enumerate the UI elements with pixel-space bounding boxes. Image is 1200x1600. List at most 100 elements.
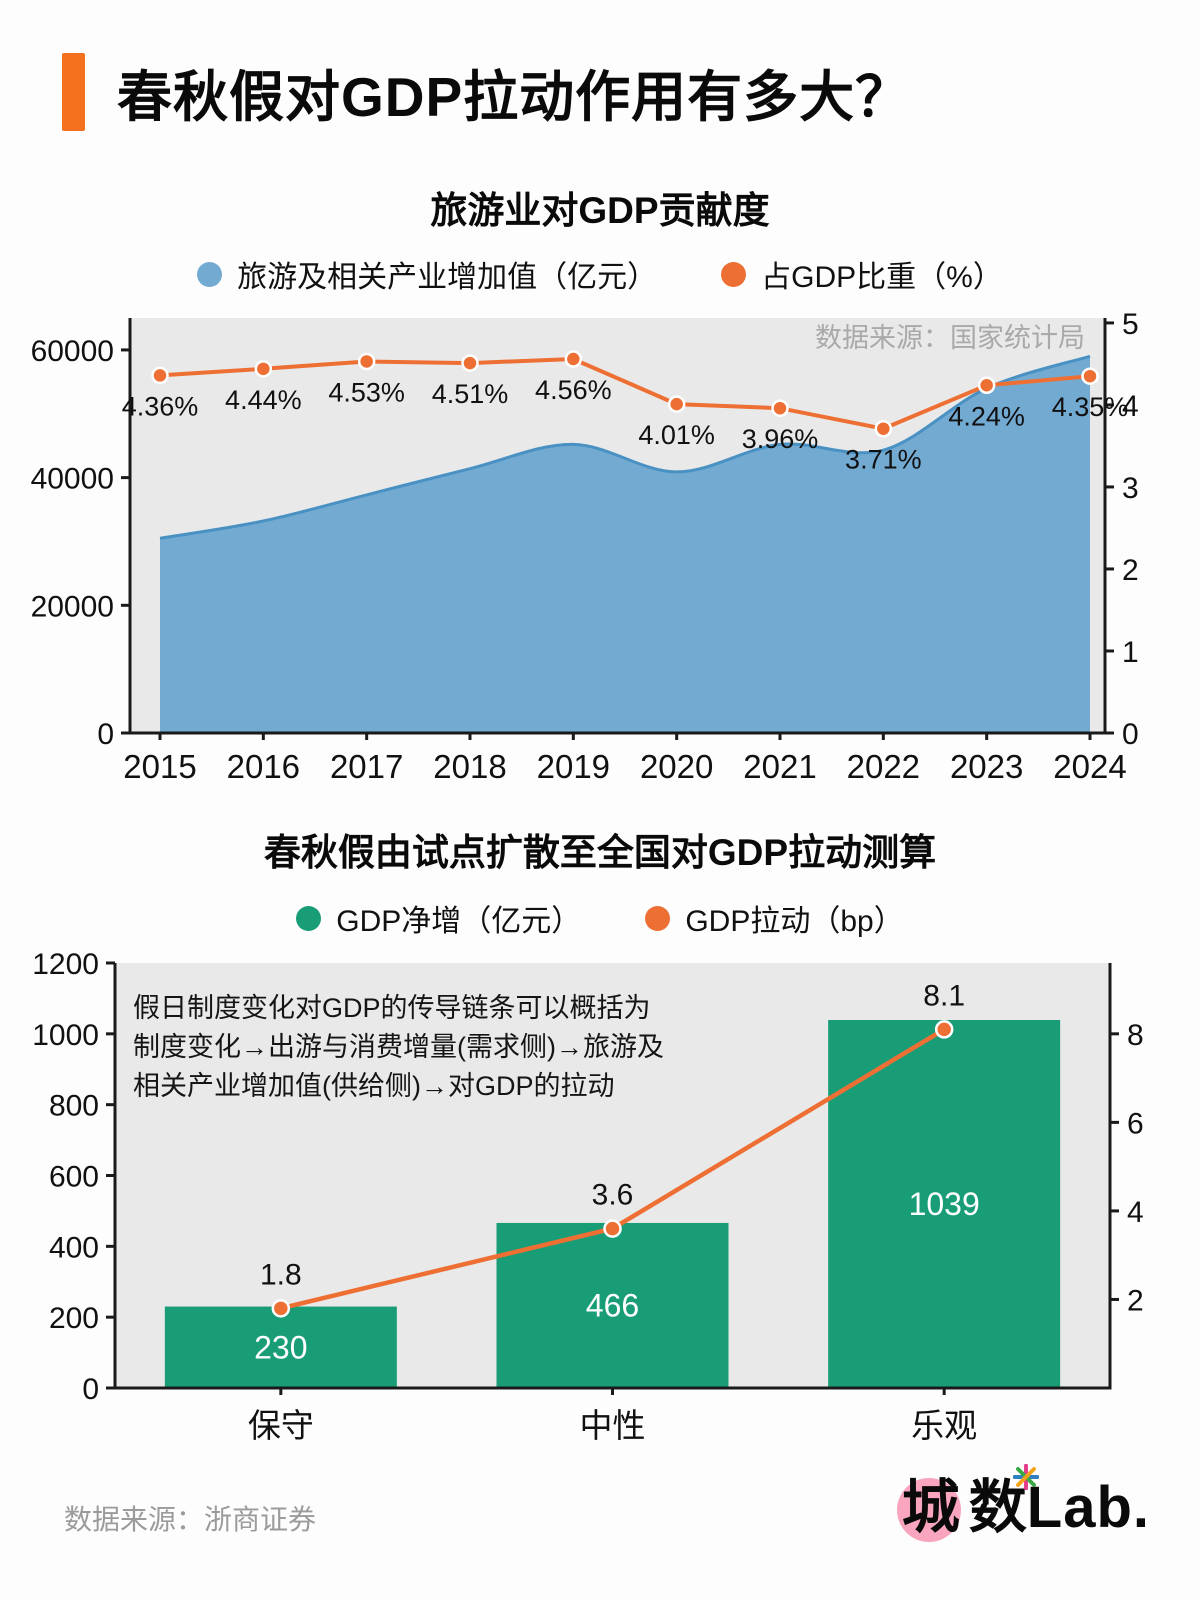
gdp-share-point (151, 366, 169, 385)
annotation-line: 相关产业增加值(供给侧)→对GDP的拉动 (133, 1071, 615, 1101)
left-tick-label: 20000 (31, 590, 114, 623)
title-accent-bar (62, 53, 85, 131)
legend-dot-orange2-icon (645, 905, 671, 931)
gdp-share-point (977, 376, 996, 395)
x-axis-label: 2016 (227, 748, 300, 785)
gdp-share-point-label: 3.71% (845, 445, 922, 475)
chart2-canvas: 假日制度变化对GDP的传导链条可以概括为制度变化→出游与消费增量(需求侧)→旅游… (32, 948, 1144, 1444)
legend-item-gdp-pull: GDP拉动（bp） (645, 896, 904, 940)
x-axis-label: 2015 (123, 748, 196, 785)
gdp-share-point (357, 352, 376, 371)
logo-char-2: 数 (969, 1464, 1039, 1544)
chart1-axes (128, 318, 1107, 735)
chart2-title: 春秋假由试点扩散至全国对GDP拉动测算 (263, 832, 937, 873)
annotation-line: 假日制度变化对GDP的传导链条可以概括为 (133, 993, 651, 1023)
chart1-source-note: 数据来源：国家统计局 (815, 323, 1085, 353)
gdp-net-bar (164, 1306, 397, 1388)
gdp-pull-point-label: 3.6 (592, 1179, 634, 1212)
right-tick-label: 1 (1122, 636, 1139, 669)
gdp-share-point-label: 4.51% (432, 379, 509, 409)
gdp-pull-point (934, 1020, 954, 1039)
footer-source: 数据来源：浙商证券 (64, 1504, 317, 1535)
gdp-share-point-label: 4.35% (1052, 392, 1129, 422)
left-tick-label: 0 (82, 1373, 99, 1406)
legend-label-gdp-net: GDP净增（亿元） (336, 905, 582, 938)
x-axis-label: 2020 (640, 748, 713, 785)
page-header: 春秋假对GDP拉动作用有多大？ (62, 52, 911, 132)
left-tick-label: 60000 (31, 335, 114, 368)
bar-value-label: 230 (254, 1329, 307, 1365)
legend-dot-blue-icon (197, 261, 223, 287)
right-tick-label: 5 (1122, 308, 1139, 341)
x-axis-label: 2021 (743, 748, 816, 785)
bar-value-label: 466 (586, 1287, 639, 1323)
gdp-pull-point-label: 1.8 (260, 1258, 302, 1291)
gdp-share-point (667, 395, 686, 413)
gdp-share-point-label: 4.44% (225, 385, 302, 415)
gdp-share-point-label: 4.24% (948, 401, 1025, 431)
gdp-share-point (254, 360, 273, 378)
logo-asterisk-icon (1012, 1464, 1039, 1490)
gdp-share-point-label: 4.53% (328, 377, 405, 407)
left-tick-label: 600 (49, 1161, 99, 1194)
x-axis-label: 2023 (950, 748, 1023, 785)
right-tick-label: 3 (1122, 472, 1139, 505)
x-axis-label: 2019 (537, 748, 610, 785)
right-tick-label: 0 (1122, 718, 1139, 751)
gdp-share-point-label: 4.36% (122, 391, 199, 421)
x-axis-label: 2017 (330, 748, 403, 785)
chart2-legend: GDP净增（亿元） GDP拉动（bp） (0, 896, 1200, 940)
bar-value-label: 1039 (909, 1186, 980, 1222)
area-series (160, 356, 1090, 733)
scenario-label: 乐观 (911, 1407, 977, 1444)
logo-char1-text: 城 (901, 1475, 960, 1540)
gdp-share-point-label: 4.01% (638, 420, 715, 450)
right-tick-label: 4 (1127, 1196, 1144, 1229)
left-tick-label: 400 (49, 1231, 99, 1264)
x-axis-label: 2018 (433, 748, 506, 785)
legend-label-tourism-value: 旅游及相关产业增加值（亿元） (237, 261, 658, 294)
right-tick-label: 6 (1127, 1107, 1144, 1140)
legend-dot-orange-icon (721, 261, 747, 287)
left-tick-label: 200 (49, 1302, 99, 1335)
left-tick-label: 1000 (32, 1019, 99, 1052)
legend-dot-green-icon (296, 905, 322, 931)
scenario-label: 保守 (248, 1407, 314, 1444)
right-tick-label: 2 (1127, 1284, 1144, 1317)
chart1-legend: 旅游及相关产业增加值（亿元） 占GDP比重（%） (0, 252, 1200, 296)
left-tick-label: 40000 (31, 463, 114, 496)
brand-logo: 城 数 Lab. (895, 1464, 1150, 1544)
annotation-line: 制度变化→出游与消费增量(需求侧)→旅游及 (133, 1032, 664, 1062)
page-title: 春秋假对GDP拉动作用有多大？ (117, 66, 912, 128)
gdp-share-point-label: 4.56% (535, 375, 612, 405)
logo-pink-circle-icon (896, 1478, 961, 1542)
right-tick-label: 8 (1127, 1019, 1144, 1052)
legend-item-gdp-net: GDP净增（亿元） (296, 896, 581, 940)
gdp-pull-point (603, 1219, 622, 1238)
gdp-share-point (874, 419, 893, 438)
left-tick-label: 0 (97, 718, 114, 751)
scenario-label: 中性 (580, 1407, 646, 1444)
gdp-share-line (159, 356, 1091, 431)
right-tick-label: 4 (1122, 390, 1139, 423)
gdp-share-point (1081, 367, 1099, 385)
legend-label-gdp-share: 占GDP比重（%） (761, 261, 1003, 294)
right-tick-label: 2 (1122, 554, 1139, 587)
logo-char-1: 城 (895, 1472, 967, 1544)
gdp-share-point (564, 350, 583, 368)
legend-item-tourism-value: 旅游及相关产业增加值（亿元） (197, 252, 657, 296)
left-tick-label: 1200 (32, 948, 99, 981)
gdp-share-point (771, 399, 789, 417)
gdp-net-bar (496, 1222, 729, 1388)
x-axis-label: 2024 (1053, 748, 1126, 785)
logo-suffix-text: Lab. (1026, 1475, 1150, 1540)
chart1-canvas: 数据来源：国家统计局 0 20000 40000 60000 0 1 2 3 4 5 2015 2016… (31, 308, 1139, 785)
gdp-pull-point-label: 8.1 (923, 979, 965, 1012)
gdp-share-point (461, 354, 479, 372)
legend-label-gdp-pull: GDP拉动（bp） (685, 905, 904, 938)
chart1-title: 旅游业对GDP贡献度 (430, 190, 770, 231)
left-tick-label: 800 (49, 1090, 99, 1123)
x-axis-label: 2022 (847, 748, 920, 785)
gdp-pull-point (271, 1299, 291, 1318)
